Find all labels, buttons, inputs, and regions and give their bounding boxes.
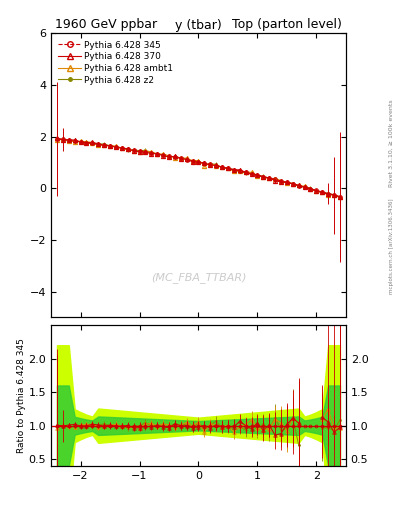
Legend: Pythia 6.428 345, Pythia 6.428 370, Pythia 6.428 ambt1, Pythia 6.428 z2: Pythia 6.428 345, Pythia 6.428 370, Pyth… bbox=[55, 38, 176, 88]
Text: (MC_FBA_TTBAR): (MC_FBA_TTBAR) bbox=[151, 272, 246, 283]
Text: Rivet 3.1.10, ≥ 100k events: Rivet 3.1.10, ≥ 100k events bbox=[389, 99, 393, 187]
Text: 1960 GeV ppbar: 1960 GeV ppbar bbox=[55, 18, 157, 31]
Text: mcplots.cern.ch [arXiv:1306.3436]: mcplots.cern.ch [arXiv:1306.3436] bbox=[389, 198, 393, 293]
Title: y (tbar): y (tbar) bbox=[175, 19, 222, 32]
Y-axis label: Ratio to Pythia 6.428 345: Ratio to Pythia 6.428 345 bbox=[17, 338, 26, 453]
Text: Top (parton level): Top (parton level) bbox=[232, 18, 342, 31]
